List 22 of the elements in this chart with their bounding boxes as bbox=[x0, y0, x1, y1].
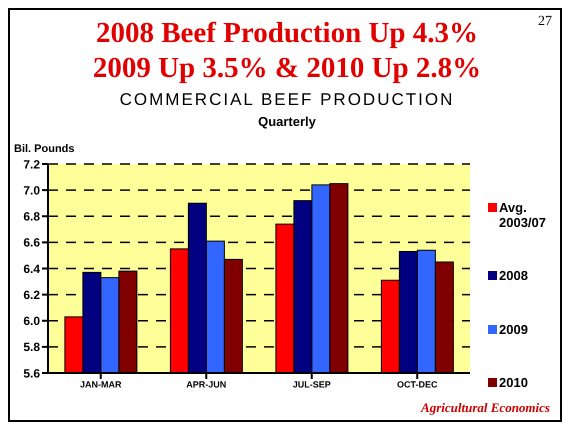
y-tick-label: 7.0 bbox=[23, 183, 40, 198]
y-tick-label: 6.4 bbox=[23, 262, 40, 276]
x-tick-label: OCT-DEC bbox=[397, 379, 438, 390]
legend-label: 2009 bbox=[499, 322, 528, 337]
y-tick-label: 5.8 bbox=[23, 340, 40, 354]
y-tick-label: 7.2 bbox=[23, 157, 40, 172]
legend-label: 2008 bbox=[499, 268, 528, 284]
chart-title: 2008 Beef Production Up 4.3% 2009 Up 3.5% & 2010 Up 2.8% bbox=[92, 17, 482, 84]
chart-subtitle: COMMERCIAL BEEF PRODUCTION Quarterly bbox=[118, 90, 456, 131]
y-tick-label: 6.8 bbox=[23, 210, 40, 224]
legend-label: 2010 bbox=[499, 374, 528, 390]
legend-label: Avg. 2003/07 bbox=[499, 200, 546, 230]
y-tick-label: 6.6 bbox=[23, 236, 40, 250]
x-tick-label: JUL-SEP bbox=[292, 379, 331, 390]
x-tick-label: APR-JUN bbox=[186, 379, 226, 390]
y-tick-label: 6.0 bbox=[23, 314, 40, 328]
y-axis-title: Bil. Pounds bbox=[14, 143, 74, 155]
x-tick-label: JAN-MAR bbox=[80, 379, 122, 390]
text: Agricultural Economics bbox=[421, 400, 550, 416]
y-tick-label: 6.2 bbox=[23, 288, 40, 302]
text: 27 bbox=[538, 14, 552, 30]
y-tick-label: 5.6 bbox=[23, 366, 40, 380]
